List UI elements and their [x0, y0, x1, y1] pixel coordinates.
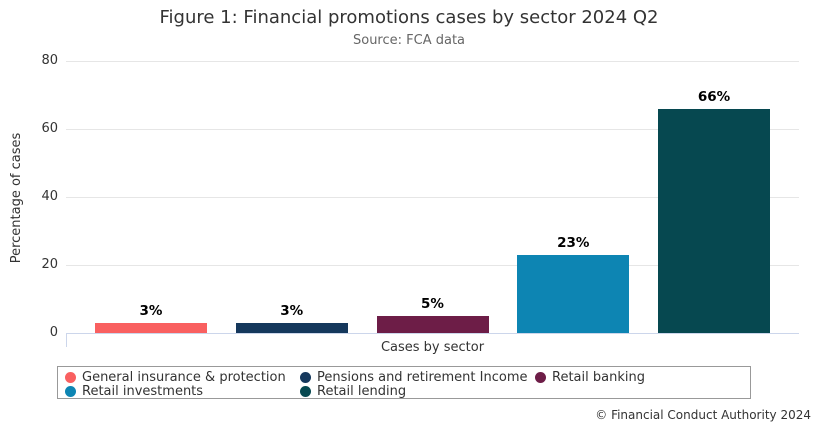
y-tick-label-40: 40: [41, 189, 58, 204]
legend-marker-dot: [300, 372, 311, 383]
y-tick-label-60: 60: [41, 121, 58, 136]
legend-item-label: Retail lending: [317, 384, 407, 399]
bar-value-label-retail-lending: 66%: [697, 89, 731, 105]
legend-marker-dot: [65, 386, 76, 397]
bar-value-label-pensions-and-retirement-income: 3%: [280, 303, 304, 319]
chart-title: Figure 1: Financial promotions cases by …: [159, 7, 659, 28]
x-axis-tick: [66, 333, 67, 347]
bar-retail-investments[interactable]: [517, 255, 630, 333]
bar-retail-lending[interactable]: [658, 109, 770, 333]
bar-value-label-retail-banking: 5%: [421, 296, 444, 312]
legend-item-general-insurance-protection[interactable]: General insurance & protection: [65, 371, 286, 384]
legend-item-retail-lending[interactable]: Retail lending: [300, 385, 406, 398]
bar-general-insurance-protection[interactable]: [95, 323, 207, 333]
legend-item-retail-banking[interactable]: Retail banking: [535, 371, 645, 384]
copyright-credit: © Financial Conduct Authority 2024: [595, 408, 811, 422]
y-tick-label-0: 0: [49, 325, 58, 340]
legend-item-pensions-and-retirement-income[interactable]: Pensions and retirement Income: [300, 371, 527, 384]
bar-pensions-and-retirement-income[interactable]: [235, 323, 348, 333]
y-tick-label-20: 20: [41, 257, 58, 272]
legend-marker-dot: [300, 386, 311, 397]
x-axis-line: [66, 333, 799, 334]
legend-item-retail-investments[interactable]: Retail investments: [65, 385, 203, 398]
gridline-60: [66, 129, 799, 130]
gridline-20: [66, 265, 799, 266]
legend-item-label: Pensions and retirement Income: [317, 370, 528, 385]
legend: General insurance & protection Pensions a…: [57, 366, 751, 399]
legend-item-label: General insurance & protection: [82, 370, 286, 385]
y-axis-title: Percentage of cases: [9, 132, 24, 264]
legend-marker-dot: [535, 372, 546, 383]
chart-subtitle: Source: FCA data: [352, 33, 466, 48]
gridline-40: [66, 197, 799, 198]
bar-value-label-general-insurance-protection: 3%: [139, 303, 163, 319]
y-tick-label-80: 80: [41, 53, 58, 68]
x-axis-title: Cases by sector: [380, 340, 485, 355]
bar-retail-banking[interactable]: [376, 316, 489, 333]
legend-item-label: Retail investments: [82, 384, 204, 399]
legend-item-label: Retail banking: [552, 370, 645, 385]
bar-value-label-retail-investments: 23%: [557, 235, 590, 251]
legend-marker-dot: [65, 372, 76, 383]
gridline-80: [66, 61, 799, 62]
